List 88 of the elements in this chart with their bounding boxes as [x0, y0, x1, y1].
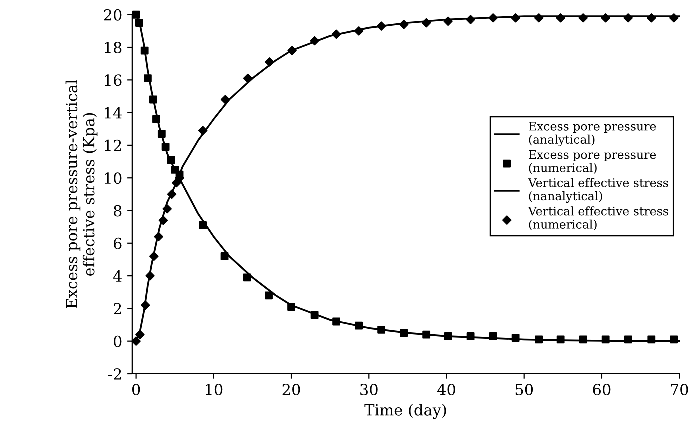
- x-tick-label: 50: [516, 384, 534, 396]
- point: [220, 95, 230, 104]
- y-tick-label: 20: [104, 9, 122, 21]
- point: [444, 332, 452, 340]
- point: [624, 336, 632, 344]
- point: [354, 26, 364, 36]
- point: [150, 252, 159, 262]
- x-axis-title: Time (day): [364, 404, 446, 420]
- y-tick-label: 18: [105, 42, 122, 54]
- point: [624, 14, 633, 23]
- point: [162, 204, 172, 214]
- point: [578, 14, 588, 23]
- point: [466, 332, 475, 340]
- y-tick-label: 8: [114, 205, 122, 217]
- point: [488, 14, 498, 23]
- point: [355, 322, 363, 330]
- point: [378, 326, 386, 334]
- point: [220, 252, 229, 260]
- point: [534, 14, 544, 23]
- point: [376, 22, 386, 31]
- x-tick-label: 40: [437, 384, 456, 396]
- point: [132, 336, 141, 346]
- legend-label: Excess pore pressure (numerical): [529, 150, 656, 174]
- point: [332, 318, 340, 326]
- point: [167, 156, 176, 164]
- point: [288, 46, 297, 56]
- point: [158, 130, 166, 138]
- x-tick-label: 60: [593, 384, 611, 396]
- point: [149, 96, 158, 104]
- point: [198, 126, 208, 136]
- legend-label: Excess pore pressure (analytical): [529, 122, 656, 147]
- y-tick-label: 16: [105, 74, 122, 86]
- point: [535, 336, 544, 344]
- point: [647, 14, 656, 23]
- point: [400, 329, 408, 338]
- point: [154, 232, 164, 242]
- legend-label: Vertical effective stress (nanalytical): [528, 178, 668, 204]
- point: [648, 336, 656, 344]
- point: [288, 303, 296, 312]
- point: [146, 271, 155, 281]
- point: [132, 10, 140, 19]
- point: [332, 30, 342, 40]
- point: [512, 334, 520, 342]
- point: [136, 330, 145, 340]
- x-tick-label: 20: [282, 384, 300, 396]
- point: [422, 18, 432, 28]
- point: [422, 330, 431, 339]
- point: [135, 19, 144, 27]
- y-tick-label: 12: [105, 140, 122, 152]
- y-axis-title: Excess pore pressure-vertical effective stress (Kpa): [66, 80, 98, 308]
- point: [444, 16, 453, 26]
- legend-label: Vertical effective stress (numerical): [528, 206, 668, 231]
- point: [162, 143, 170, 152]
- point: [579, 336, 588, 344]
- point: [167, 190, 177, 200]
- point: [511, 14, 520, 23]
- point: [489, 332, 498, 340]
- point: [152, 115, 160, 124]
- y-tick-label: 6: [114, 238, 122, 250]
- point: [556, 336, 565, 344]
- point: [670, 336, 678, 344]
- point: [310, 311, 319, 320]
- y-tick-label: 2: [114, 303, 122, 315]
- point: [141, 300, 150, 310]
- x-tick-label: 10: [206, 384, 223, 396]
- point: [144, 74, 152, 82]
- x-tick-label: 30: [360, 384, 378, 396]
- point: [265, 292, 273, 300]
- point: [556, 14, 566, 23]
- point: [243, 274, 252, 282]
- point: [199, 222, 208, 230]
- y-tick-label: -2: [108, 368, 122, 380]
- point: [602, 336, 610, 344]
- y-tick-label: 14: [105, 107, 122, 119]
- y-tick-label: 10: [105, 172, 122, 184]
- point: [158, 216, 168, 226]
- x-tick-label: 0: [132, 384, 140, 396]
- point: [310, 36, 320, 46]
- y-tick-label: 0: [114, 336, 122, 348]
- x-tick-label: 70: [671, 384, 688, 396]
- point: [670, 14, 679, 23]
- y-tick-label: 4: [113, 270, 122, 282]
- point: [399, 20, 409, 30]
- point: [265, 58, 274, 67]
- point: [140, 46, 149, 55]
- point: [243, 74, 253, 84]
- point: [466, 15, 476, 24]
- point: [601, 14, 610, 23]
